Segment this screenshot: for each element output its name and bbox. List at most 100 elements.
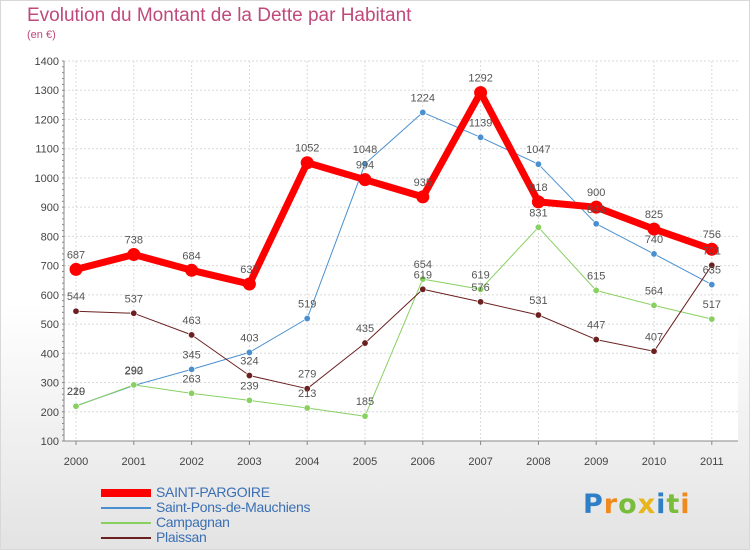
data-label: 213: [298, 388, 316, 400]
x-tick-label: 2007: [468, 456, 492, 468]
data-point: [708, 281, 716, 289]
data-label: 1052: [295, 143, 319, 155]
legend-label: Saint-Pons-de-Mauchiens: [156, 499, 311, 515]
series-line: [75, 226, 713, 417]
data-label: 263: [182, 373, 200, 385]
data-label: 1292: [468, 73, 492, 85]
x-tick-label: 2002: [179, 456, 203, 468]
data-point: [188, 331, 196, 339]
data-label: 1139: [469, 117, 493, 129]
x-tick-label: 2001: [122, 456, 146, 468]
data-point: [650, 250, 658, 258]
data-point: [72, 307, 80, 315]
data-label: 701: [703, 245, 721, 257]
data-label: 185: [356, 396, 374, 408]
logo-letter: t: [666, 489, 681, 520]
data-label: 564: [645, 285, 663, 297]
data-point: [245, 348, 253, 356]
chart-title: Evolution du Montant de la Dette par Hab…: [27, 5, 412, 26]
chart-unit: (en €): [27, 29, 56, 41]
data-label: 292: [125, 365, 143, 377]
data-label: 635: [703, 265, 721, 277]
y-tick-label: 500: [41, 319, 59, 331]
data-point: [188, 365, 196, 373]
data-label: 279: [298, 369, 316, 381]
data-label: 831: [529, 207, 547, 219]
legend-label: SAINT-PARGOIRE: [156, 484, 270, 500]
data-point: [589, 200, 603, 214]
y-tick-label: 1300: [35, 85, 59, 97]
x-tick-label: 2000: [64, 456, 88, 468]
x-tick-label: 2004: [295, 456, 319, 468]
data-label: 219: [67, 386, 85, 398]
legend-label: Plaissan: [156, 529, 207, 545]
data-point: [708, 261, 716, 269]
y-tick-label: 300: [41, 378, 59, 390]
data-point: [647, 222, 661, 236]
legend-swatch: [101, 489, 151, 497]
data-point: [708, 315, 716, 323]
x-tick-label: 2008: [526, 456, 550, 468]
data-label: 1224: [411, 92, 435, 104]
data-label: 345: [182, 349, 200, 361]
data-label: 239: [240, 380, 258, 392]
data-point: [477, 285, 485, 293]
y-tick-label: 400: [41, 348, 59, 360]
data-label: 220: [67, 386, 85, 398]
data-label: 825: [645, 209, 663, 221]
logo-letter: i: [680, 489, 691, 520]
data-point: [303, 404, 311, 412]
data-point: [534, 223, 542, 231]
data-point: [361, 160, 369, 168]
x-tick-label: 2003: [237, 456, 261, 468]
data-point: [474, 86, 488, 100]
data-point: [705, 242, 719, 256]
data-label: 447: [587, 320, 605, 332]
data-point: [361, 339, 369, 347]
data-label: 517: [703, 299, 721, 311]
data-point: [531, 195, 545, 209]
data-point: [534, 311, 542, 319]
data-label: 407: [645, 331, 663, 343]
y-tick-label: 1400: [35, 56, 59, 68]
data-label: 738: [125, 235, 143, 247]
data-label: 637: [240, 264, 258, 276]
x-tick-label: 2005: [353, 456, 377, 468]
data-point: [130, 309, 138, 317]
legend-label: Campagnan: [156, 514, 230, 530]
logo-letter: i: [656, 489, 667, 520]
y-tick-label: 800: [41, 231, 59, 243]
y-tick-label: 900: [41, 202, 59, 214]
data-label: 756: [703, 229, 721, 241]
y-tick-label: 1000: [35, 173, 59, 185]
data-label: 537: [125, 293, 143, 305]
data-point: [592, 286, 600, 294]
data-point: [534, 160, 542, 168]
y-tick-label: 1200: [35, 114, 59, 126]
data-point: [416, 190, 430, 204]
legend-swatch: [101, 522, 151, 524]
legend-swatch: [101, 537, 151, 539]
data-label: 519: [298, 299, 316, 311]
data-point: [419, 285, 427, 293]
data-point: [303, 385, 311, 393]
data-label: 435: [356, 323, 374, 335]
x-tick-label: 2011: [700, 456, 724, 468]
data-point: [300, 156, 314, 170]
logo-letter: P: [583, 489, 604, 520]
data-label: 290: [125, 365, 143, 377]
data-label: 935: [414, 177, 432, 189]
y-tick-label: 700: [41, 261, 59, 273]
logo-letter: x: [637, 489, 657, 520]
data-label: 615: [587, 270, 605, 282]
data-label: 619: [414, 269, 432, 281]
data-point: [245, 396, 253, 404]
data-point: [650, 301, 658, 309]
data-label: 740: [645, 234, 663, 246]
data-label: 918: [529, 182, 547, 194]
data-label: 843: [587, 204, 605, 216]
data-point: [592, 336, 600, 344]
data-label: 403: [240, 332, 258, 344]
